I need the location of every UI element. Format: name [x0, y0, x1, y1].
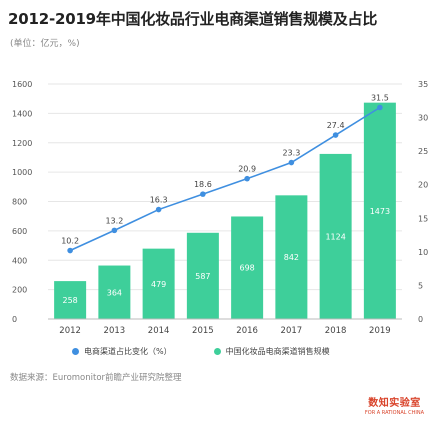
y-left-tick-label: 1000	[12, 168, 32, 177]
line-value-label: 20.9	[238, 165, 256, 174]
legend-item-line: 电商渠道占比变化（%）	[72, 346, 172, 357]
y-left-tick-label: 1600	[12, 80, 32, 89]
x-tick-label: 2018	[325, 326, 347, 336]
bar	[142, 248, 175, 319]
y-left-tick-label: 600	[12, 227, 27, 236]
bar	[363, 102, 396, 319]
line-point	[288, 159, 295, 166]
x-tick-label: 2015	[192, 326, 214, 336]
x-tick-label: 2019	[369, 326, 391, 336]
brand-name: 数知实验室	[368, 398, 421, 409]
legend-bar-swatch	[213, 348, 221, 355]
line-series: 10.2 13.2 16.3 18.6 20.9 23.3 27.4 31.5	[61, 94, 389, 254]
unit-note: (单位：亿元，%)	[10, 39, 80, 49]
line-path	[69, 106, 381, 252]
brand-tagline: FOR A RATIONAL CHINA	[364, 410, 424, 416]
y-left-tick-label: 800	[12, 198, 27, 207]
y-right-tick-label: 35	[418, 80, 428, 89]
line-value-label: 23.3	[282, 149, 300, 158]
y-right-tick-label: 15	[418, 214, 428, 223]
y-right-tick-label: 25	[418, 147, 428, 156]
line-point	[244, 175, 250, 182]
x-tick-label: 2016	[236, 326, 258, 336]
y-right-tick-label: 0	[418, 315, 423, 324]
y-right-tick-label: 20	[418, 181, 428, 190]
bar-value-label: 258	[62, 296, 77, 305]
bar-value-label: 587	[195, 272, 210, 281]
x-tick-label: 2012	[59, 326, 81, 336]
line-value-label: 27.4	[327, 121, 345, 130]
line-value-label: 10.2	[61, 237, 79, 246]
y-right-tick-label: 5	[418, 281, 423, 290]
bar	[275, 195, 308, 319]
y-right-tick-label: 10	[418, 248, 428, 257]
source-note: 数据来源：Euromonitor前瞻产业研究院整理	[10, 373, 182, 383]
line-point	[155, 206, 162, 213]
axes: 0 200 400 600 800 1000 1200 1400 1600 0 5 10 15 20 25 3…	[12, 80, 428, 336]
y-left-tick-label: 1200	[12, 139, 32, 148]
chart-title: 2012-2019年中国化妆品行业电商渠道销售规模及占比	[8, 10, 378, 28]
line-point	[111, 227, 118, 234]
bar	[98, 265, 131, 319]
line-point	[67, 247, 73, 254]
bar-value-label: 479	[151, 280, 166, 289]
bar-series: 258 364 479 587 698 842 1124 1473	[54, 102, 396, 319]
y-left-tick-label: 400	[12, 256, 27, 265]
legend-line-label: 电商渠道占比变化（%）	[84, 347, 172, 356]
bar-value-label: 1473	[370, 207, 390, 216]
y-right-tick-label: 30	[418, 114, 428, 123]
line-value-label: 13.2	[105, 216, 123, 225]
x-tick-label: 2014	[148, 326, 170, 336]
y-left-tick-label: 0	[12, 315, 17, 324]
y-left-tick-label: 200	[12, 286, 27, 295]
line-value-label: 16.3	[150, 196, 168, 205]
brand-logo: 数知实验室 FOR A RATIONAL CHINA	[365, 394, 424, 416]
bar	[319, 153, 352, 319]
line-point	[332, 132, 339, 138]
bar-value-label: 842	[284, 253, 299, 262]
line-value-label: 18.6	[194, 180, 212, 189]
bar-value-label: 364	[107, 288, 122, 297]
bar-value-label: 698	[239, 264, 254, 273]
legend-bar-label: 中国化妆品电商渠道销售规模	[225, 347, 330, 356]
bar	[231, 216, 264, 319]
x-tick-label: 2013	[104, 326, 126, 336]
bar	[186, 232, 219, 319]
line-point	[377, 104, 383, 111]
bar	[54, 281, 87, 319]
y-left-tick-label: 1400	[12, 109, 32, 118]
x-tick-label: 2017	[281, 326, 303, 336]
bar-value-label: 1124	[325, 232, 345, 241]
legend: 电商渠道占比变化（%） 中国化妆品电商渠道销售规模	[72, 346, 330, 357]
legend-item-bar: 中国化妆品电商渠道销售规模	[213, 346, 330, 357]
legend-line-swatch	[72, 348, 79, 355]
line-value-label: 31.5	[371, 94, 389, 103]
line-point	[200, 191, 206, 197]
